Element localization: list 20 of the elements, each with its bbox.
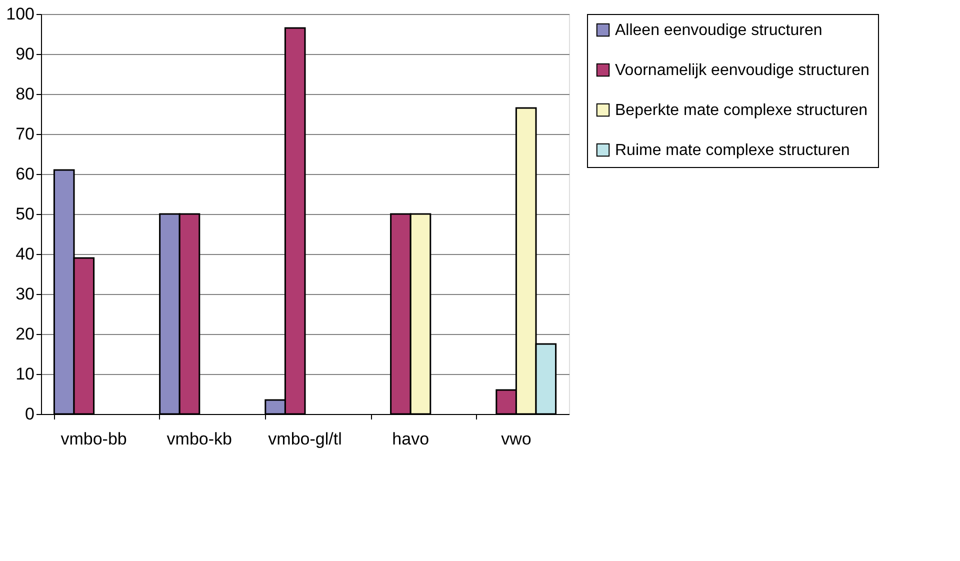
y-tick-label: 50: [16, 204, 34, 224]
legend-label: Ruime mate complexe structuren: [615, 142, 850, 159]
y-tick-label: 100: [6, 4, 34, 24]
y-tick-label: 70: [16, 124, 34, 144]
legend-label: Alleen eenvoudige structuren: [615, 22, 822, 39]
x-tick-label: havo: [392, 430, 430, 448]
legend-label: Voornamelijk eenvoudige structuren: [615, 62, 870, 79]
y-tick-label: 60: [16, 164, 34, 184]
x-tick-label: vmbo-gl/tl: [268, 430, 342, 448]
y-tick-label: 80: [16, 84, 34, 104]
y-tick-label: 90: [16, 44, 34, 64]
y-tick-label: 40: [16, 244, 34, 264]
x-tick-label: vmbo-kb: [166, 430, 232, 448]
x-tick-label: vmbo-bb: [60, 430, 127, 448]
legend-label: Beperkte mate complexe structuren: [615, 102, 868, 119]
y-tick-label: 20: [16, 324, 34, 344]
y-tick-label: 10: [16, 364, 34, 384]
y-tick-label: 30: [16, 284, 34, 304]
x-tick-label: vwo: [501, 430, 532, 448]
y-tick-label: 0: [25, 404, 34, 424]
